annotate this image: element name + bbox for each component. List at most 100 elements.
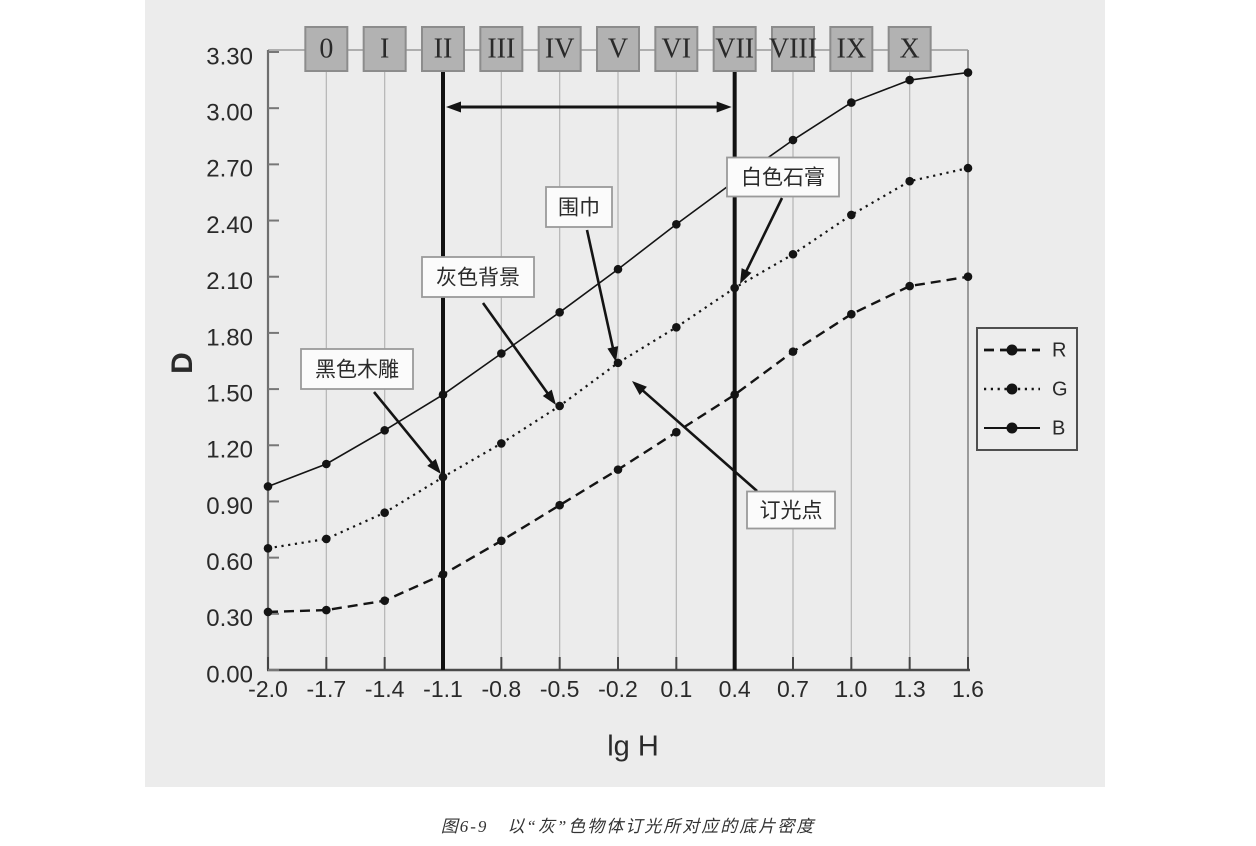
svg-text:订光点: 订光点 [760, 500, 823, 523]
marker-R [847, 309, 856, 319]
zone-box-IX [829, 26, 874, 72]
annotation-box [421, 256, 535, 298]
svg-text:1.3: 1.3 [894, 676, 926, 702]
marker-G [263, 543, 273, 553]
svg-text:3.30: 3.30 [206, 43, 253, 70]
svg-text:VII: VII [715, 33, 754, 64]
svg-text:灰色背景: 灰色背景 [436, 267, 520, 290]
marker-R [672, 427, 681, 437]
marker-B [847, 98, 856, 107]
marker-B [263, 482, 273, 491]
axis-titles: Dlg H [166, 352, 659, 762]
marker-R [438, 570, 448, 579]
svg-text:lg H: lg H [607, 731, 659, 763]
annotation-box [726, 156, 840, 198]
svg-text:2.40: 2.40 [206, 212, 253, 239]
series-B [263, 68, 973, 491]
svg-text:0.1: 0.1 [660, 676, 692, 702]
svg-text:B: B [1052, 417, 1065, 439]
svg-text:V: V [608, 33, 628, 64]
svg-text:0.90: 0.90 [206, 493, 253, 520]
legend: RGB [976, 327, 1078, 451]
svg-text:X: X [900, 33, 920, 64]
marker-B [322, 459, 331, 469]
annotation: 黑色木雕 [300, 348, 441, 474]
zone-box-VI [654, 26, 699, 72]
marker-R [322, 605, 331, 615]
figure-caption: 图6-9 以“灰”色物体订光所对应的底片密度 [440, 817, 816, 836]
annotation: 灰色背景 [421, 256, 556, 405]
svg-text:围巾: 围巾 [558, 197, 600, 220]
svg-text:IX: IX [837, 33, 867, 64]
svg-text:III: III [487, 33, 515, 64]
svg-text:-1.4: -1.4 [365, 676, 405, 702]
marker-R [380, 596, 389, 606]
zone-box-IV [537, 26, 582, 72]
marker-R [788, 347, 798, 356]
svg-text:3.00: 3.00 [206, 100, 253, 127]
svg-text:2.70: 2.70 [206, 156, 253, 183]
marker-G [963, 163, 973, 173]
svg-text:-1.1: -1.1 [423, 676, 463, 702]
svg-text:-0.8: -0.8 [482, 676, 522, 702]
marker-G [847, 210, 856, 220]
marker-B [672, 219, 681, 229]
svg-text:IV: IV [545, 33, 575, 64]
marker-G [730, 283, 739, 293]
svg-text:1.20: 1.20 [206, 437, 253, 464]
marker-G [555, 401, 564, 411]
svg-text:I: I [380, 33, 389, 64]
svg-text:1.80: 1.80 [206, 324, 253, 351]
marker-G [438, 472, 448, 482]
zone-box-V [596, 26, 640, 72]
exposure-range [441, 71, 737, 670]
svg-text:1.0: 1.0 [835, 676, 867, 702]
svg-text:0.4: 0.4 [719, 676, 751, 702]
marker-G [322, 534, 331, 544]
zone-scale: 0 I II III IV V VI VII VIII IX X [304, 26, 932, 72]
marker-B [788, 135, 798, 145]
marker-R [730, 390, 739, 400]
svg-text:2.10: 2.10 [206, 268, 253, 295]
marker-R [497, 536, 506, 546]
chart-panel: -2.0 -1.7 -1.4 -1.1 -0.8 -0.5 -0.2 0.1 0.4 0.7 1.0… [145, 0, 1105, 787]
marker-B [905, 75, 914, 85]
marker-B [497, 349, 506, 358]
svg-text:VI: VI [662, 33, 692, 64]
svg-text:D: D [166, 352, 199, 374]
zone-box-0 [304, 26, 349, 72]
zone-box-III [479, 26, 524, 72]
tick-marks [267, 51, 969, 671]
zone-box-I [362, 26, 407, 72]
svg-text:-1.7: -1.7 [307, 676, 347, 702]
svg-text:黑色木雕: 黑色木雕 [315, 359, 399, 382]
series-R [263, 272, 973, 617]
svg-text:-0.2: -0.2 [598, 676, 638, 702]
zone-box-VII [712, 26, 757, 72]
svg-text:0.00: 0.00 [206, 661, 253, 688]
zone-box-X [887, 26, 932, 72]
marker-R [263, 607, 273, 617]
gridlines [325, 50, 969, 670]
svg-text:白色石膏: 白色石膏 [741, 167, 825, 190]
svg-text:1.50: 1.50 [206, 380, 253, 407]
annotation: 围巾 [545, 186, 619, 362]
svg-text:VIII: VIII [769, 33, 817, 64]
marker-G [497, 439, 506, 448]
marker-G [905, 176, 914, 186]
svg-text:1.6: 1.6 [952, 676, 984, 702]
svg-text:0.7: 0.7 [777, 676, 809, 702]
marker-G [672, 322, 681, 332]
svg-text:0: 0 [319, 33, 333, 64]
svg-text:R: R [1052, 339, 1066, 361]
marker-R [613, 465, 623, 474]
tick-labels: -2.0 -1.7 -1.4 -1.1 -0.8 -0.5 -0.2 0.1 0.4 0.7 1.0… [206, 43, 984, 702]
zone-box-VIII [771, 26, 815, 72]
marker-B [555, 308, 564, 317]
marker-B [438, 390, 448, 400]
marker-G [788, 249, 798, 259]
marker-B [613, 264, 623, 274]
marker-B [380, 425, 389, 435]
annotation: 订光点 [632, 381, 836, 530]
svg-text:-2.0: -2.0 [248, 676, 288, 702]
